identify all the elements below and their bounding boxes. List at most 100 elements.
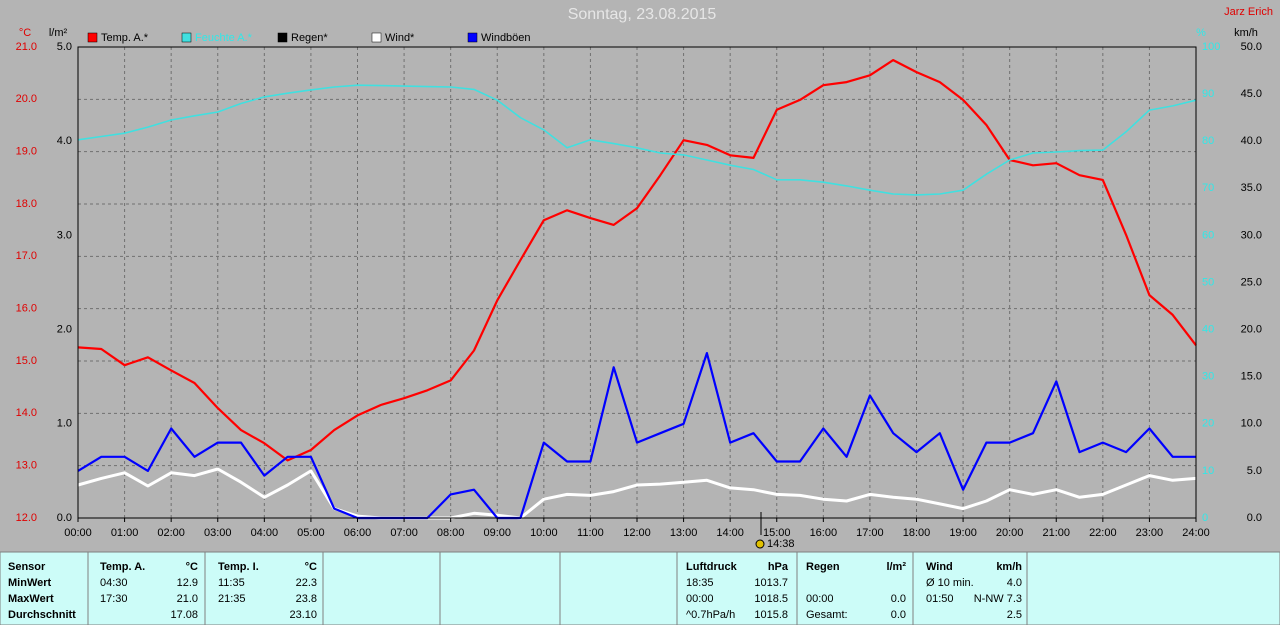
stats-cell: 23.10: [289, 609, 317, 621]
y-tick-label: 14.0: [16, 407, 37, 419]
legend-label: Temp. A.*: [101, 32, 149, 44]
legend-label: Windböen: [481, 32, 531, 44]
y2-tick-label: 1.0: [57, 418, 72, 430]
y3-tick-label: 10: [1202, 465, 1214, 477]
author: Jarz Erich: [1224, 6, 1273, 18]
time-marker: 14:38: [767, 538, 795, 550]
stats-cell: l/m²: [886, 561, 906, 573]
stats-cell: °C: [186, 561, 198, 573]
x-tick-label: 13:00: [670, 527, 698, 539]
y4-tick-label: 40.0: [1241, 135, 1262, 147]
x-tick-label: 02:00: [157, 527, 185, 539]
y4-tick-label: 35.0: [1241, 182, 1262, 194]
y3-tick-label: 90: [1202, 88, 1214, 100]
x-tick-label: 14:00: [716, 527, 744, 539]
x-tick-label: 12:00: [623, 527, 651, 539]
x-tick-label: 15:00: [763, 527, 791, 539]
x-tick-label: 06:00: [344, 527, 372, 539]
stats-cell: 22.3: [296, 577, 317, 589]
y3-tick-label: 50: [1202, 276, 1214, 288]
stats-cell: Luftdruck: [686, 561, 738, 573]
stats-cell: 2.5: [1007, 609, 1022, 621]
stats-cell: 0.0: [891, 593, 906, 605]
legend-swatch: [277, 32, 288, 43]
y3-tick-label: 20: [1202, 418, 1214, 430]
legend-label: Wind*: [385, 32, 415, 44]
stats-cell: 00:00: [686, 593, 714, 605]
legend-swatch: [371, 32, 382, 43]
y4-tick-label: 0.0: [1247, 512, 1262, 524]
y4-tick-label: 10.0: [1241, 418, 1262, 430]
stats-panel: [0, 551, 1280, 625]
y-axis-unit: °C: [19, 27, 31, 39]
stats-cell: 0.0: [891, 609, 906, 621]
x-tick-label: 20:00: [996, 527, 1024, 539]
stats-cell: 12.9: [177, 577, 198, 589]
stats-cell: 11:35: [218, 577, 245, 589]
stats-cell: ^0.7hPa/h: [686, 609, 735, 621]
series-line: [77, 84, 1197, 196]
legend-swatch: [467, 32, 478, 43]
stats-cell: Regen: [806, 561, 840, 573]
y-tick-label: 21.0: [16, 41, 37, 53]
stats-cell: Temp. A.: [100, 561, 145, 573]
y2-tick-label: 4.0: [57, 135, 72, 147]
y4-tick-label: 50.0: [1241, 41, 1262, 53]
stats-cell: 04:30: [100, 577, 128, 589]
y-tick-label: 12.0: [16, 512, 37, 524]
y2-axis-unit: l/m²: [49, 27, 68, 39]
x-tick-label: 19:00: [949, 527, 977, 539]
legend-swatch: [181, 32, 192, 43]
y4-tick-label: 5.0: [1247, 465, 1262, 477]
y2-tick-label: 3.0: [57, 229, 72, 241]
y-tick-label: 13.0: [16, 460, 37, 472]
stats-cell: Sensor: [8, 561, 46, 573]
stats-cell: 1013.7: [754, 577, 788, 589]
y4-tick-label: 45.0: [1241, 88, 1262, 100]
series-line: [77, 352, 1196, 520]
x-tick-label: 21:00: [1042, 527, 1070, 539]
stats-cell: Durchschnitt: [8, 609, 76, 621]
stats-cell: 21.0: [177, 593, 198, 605]
y4-tick-label: 30.0: [1241, 229, 1262, 241]
stats-cell: Ø 10 min.: [926, 577, 974, 589]
stats-cell: Temp. I.: [218, 561, 259, 573]
stats-cell: MinWert: [8, 577, 52, 589]
y3-tick-label: 100: [1202, 41, 1220, 53]
x-tick-label: 10:00: [530, 527, 558, 539]
x-tick-label: 04:00: [251, 527, 279, 539]
y-tick-label: 15.0: [16, 355, 37, 367]
x-tick-label: 01:00: [111, 527, 139, 539]
y-tick-label: 17.0: [16, 250, 37, 262]
x-tick-label: 03:00: [204, 527, 232, 539]
y-tick-label: 20.0: [16, 93, 37, 105]
stats-cell: 1018.5: [754, 593, 788, 605]
stats-cell: MaxWert: [8, 593, 54, 605]
stats-cell: 17.08: [170, 609, 198, 621]
stats-cell: 00:00: [806, 593, 834, 605]
grid: [78, 47, 1196, 518]
y3-tick-label: 30: [1202, 371, 1214, 383]
x-tick-label: 00:00: [64, 527, 92, 539]
y2-tick-label: 0.0: [57, 512, 72, 524]
x-tick-label: 23:00: [1136, 527, 1164, 539]
legend-label: Regen*: [291, 32, 328, 44]
x-tick-label: 24:00: [1182, 527, 1210, 539]
y3-tick-label: 80: [1202, 135, 1214, 147]
x-tick-label: 17:00: [856, 527, 884, 539]
stats-cell: Wind: [926, 561, 953, 573]
stats-cell: N-NW 7.3: [974, 593, 1022, 605]
x-tick-label: 22:00: [1089, 527, 1117, 539]
stats-cell: 1015.8: [754, 609, 788, 621]
stats-cell: 01:50: [926, 593, 954, 605]
y3-axis-unit: %: [1196, 27, 1206, 39]
y4-tick-label: 20.0: [1241, 324, 1262, 336]
y3-tick-label: 60: [1202, 229, 1214, 241]
y-tick-label: 19.0: [16, 146, 37, 158]
y4-tick-label: 15.0: [1241, 371, 1262, 383]
stats-cell: 17:30: [100, 593, 128, 605]
x-tick-label: 05:00: [297, 527, 325, 539]
stats-separators: [87, 552, 1028, 625]
y3-tick-label: 40: [1202, 324, 1214, 336]
